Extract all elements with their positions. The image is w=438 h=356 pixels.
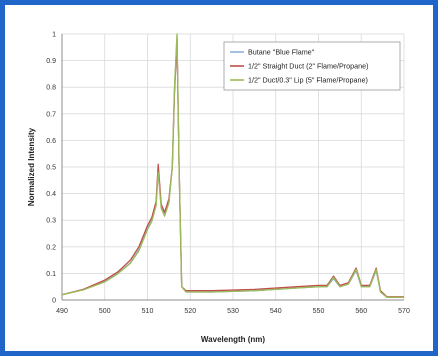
y-tick-label: 0.8 — [46, 85, 56, 92]
x-tick-label: 520 — [184, 308, 196, 315]
y-tick-label: 0.3 — [46, 218, 56, 225]
series-line-2 — [61, 33, 404, 298]
y-tick-label: 0 — [52, 298, 56, 305]
y-tick-label: 0.7 — [46, 111, 56, 118]
y-tick-label: 0.9 — [46, 58, 56, 65]
x-tick-label: 490 — [56, 308, 68, 315]
legend-box — [223, 41, 401, 91]
x-tick-label: 540 — [270, 308, 282, 315]
x-axis-label: Wavelength (nm) — [201, 335, 265, 344]
legend-entry: 1/2" Duct/0.3" Lip (5" Flame/Propane) — [248, 76, 368, 85]
y-tick-label: 0.1 — [46, 271, 56, 278]
series-lines — [61, 33, 404, 298]
legend-entry: Butane "Blue Flame" — [248, 48, 315, 57]
x-tick-label: 560 — [355, 308, 367, 315]
x-tick-label: 570 — [398, 308, 410, 315]
x-tick-label: 550 — [313, 308, 325, 315]
x-tick-label: 510 — [142, 308, 154, 315]
x-tick-label: 500 — [99, 308, 111, 315]
y-tick-label: 1 — [52, 32, 56, 39]
y-tick-label: 0.5 — [46, 165, 56, 172]
axes: 0 0.1 0.2 0.3 0.4 0.5 0.6 0.7 0.8 0.9 1 490 500 510 52… — [46, 32, 410, 316]
y-tick-label: 0.4 — [46, 191, 56, 198]
legend-entry: 1/2" Straight Duct (2" Flame/Propane) — [248, 62, 369, 71]
y-tick-label: 0.6 — [46, 138, 56, 145]
y-tick-label: 0.2 — [46, 244, 56, 251]
legend: Butane "Blue Flame" 1/2" Straight Duct (2… — [223, 41, 401, 91]
x-tick-label: 530 — [227, 308, 239, 315]
y-axis-label: Normalized Intensity — [27, 127, 36, 206]
